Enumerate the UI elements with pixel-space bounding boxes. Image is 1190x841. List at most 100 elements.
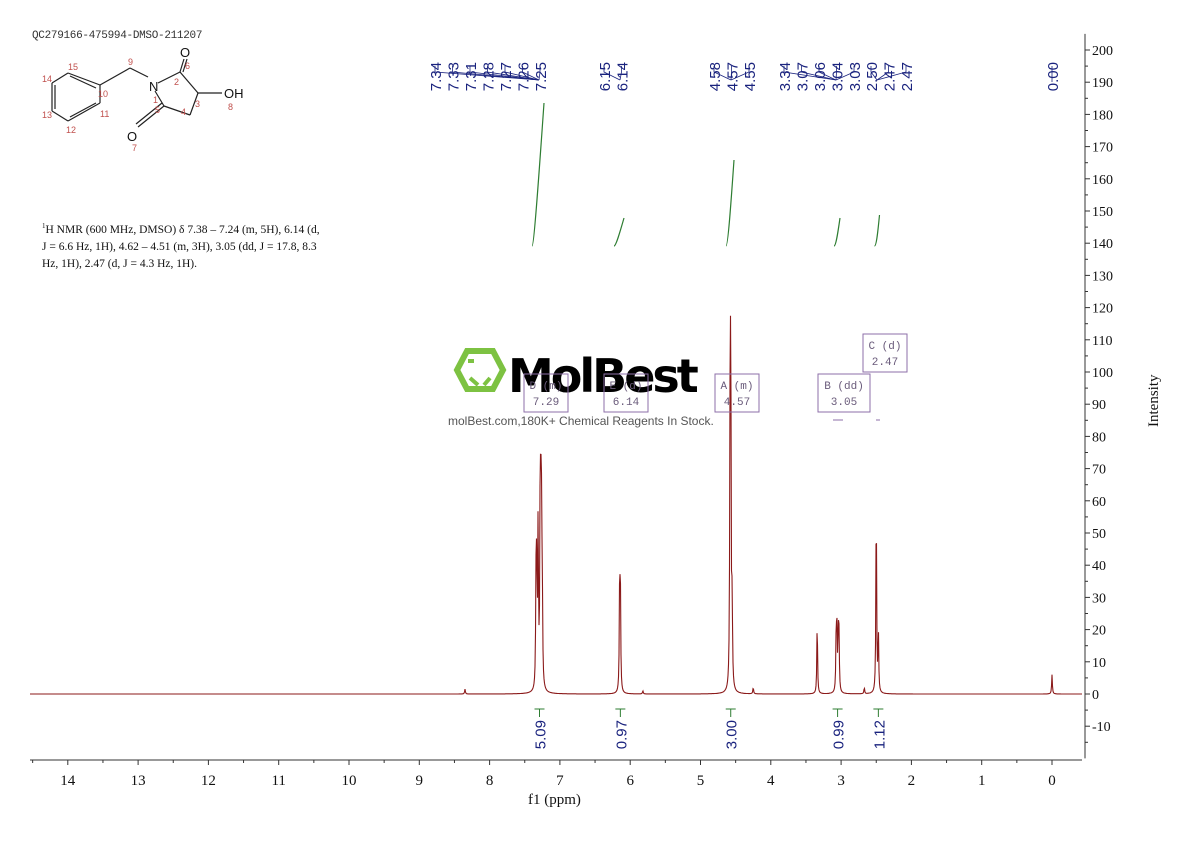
- atom-number: 14: [42, 74, 52, 84]
- peak-shift-label: 7.28: [481, 62, 498, 91]
- atom-number: 11: [100, 109, 109, 119]
- peak-shift-label: 6.14: [615, 62, 632, 91]
- y-tick-label: 10: [1092, 656, 1106, 671]
- x-tick-label: 2: [908, 773, 916, 789]
- atom-number: 7: [132, 143, 137, 153]
- nmr-line-3: Hz, 1H), 2.47 (d, J = 4.3 Hz, 1H).: [42, 257, 198, 270]
- peak-shift-label: 2.47: [899, 62, 916, 91]
- y-tick-label: 30: [1092, 591, 1106, 606]
- peak-shift-label: 7.34: [428, 62, 445, 91]
- integral-value-label: 0.99: [831, 720, 848, 749]
- peak-shift-label: 7.27: [498, 62, 515, 91]
- nmr-description: 1H NMR (600 MHz, DMSO) δ 7.38 – 7.24 (m,…: [42, 218, 362, 273]
- watermark-tagline: molBest.com,180K+ Chemical Reagents In S…: [448, 414, 714, 428]
- atom-number: 5: [155, 105, 160, 115]
- multiplet-shift: 2.47: [872, 357, 898, 369]
- x-tick-label: 10: [342, 773, 357, 789]
- y-tick-label: 50: [1092, 527, 1106, 542]
- atom-number: 9: [128, 57, 133, 67]
- peak-shift-label: 7.26: [516, 62, 533, 91]
- x-tick-label: 12: [201, 773, 216, 789]
- integral-labels: 5.09 0.97 3.00 0.99 1.12: [533, 708, 888, 749]
- y-tick-label: 170: [1092, 141, 1113, 156]
- atom-number: 2: [174, 77, 179, 87]
- y-tick-label: 160: [1092, 173, 1113, 188]
- atom-n: N: [149, 79, 158, 94]
- y-tick-label: 190: [1092, 76, 1113, 91]
- y-tick-label: 140: [1092, 237, 1113, 252]
- peak-shift-label: 6.15: [597, 62, 614, 91]
- atom-number: 13: [42, 110, 52, 120]
- atom-number: 1: [153, 95, 158, 105]
- peak-shift-label: 7.31: [463, 62, 480, 91]
- watermark-brand: MolBest: [508, 349, 698, 403]
- multiplet-shift: 7.29: [533, 397, 559, 409]
- peak-shift-label: 3.34: [777, 62, 794, 91]
- peak-shift-label: 4.58: [707, 62, 724, 91]
- nmr-line-1: H NMR (600 MHz, DMSO) δ 7.38 – 7.24 (m, …: [45, 223, 320, 236]
- peak-shift-label: 3.06: [812, 62, 829, 91]
- x-tick-label: 13: [131, 773, 146, 789]
- atom-oh: OH: [224, 86, 244, 101]
- x-axis: 14 13 12 11 10 9 8 7 6 5 4 3 2 1 0: [30, 759, 1082, 789]
- integral-curves: [531, 102, 881, 247]
- x-tick-label: 6: [626, 773, 634, 789]
- x-axis-label: f1 (ppm): [528, 792, 581, 808]
- peak-shift-label: 3.07: [795, 62, 812, 91]
- multiplet-label: D (m): [529, 381, 562, 393]
- x-tick-label: 1: [978, 773, 986, 789]
- integral-value-label: 0.97: [613, 720, 630, 749]
- peak-shift-label: 2.50: [864, 62, 881, 91]
- atom-number: 10: [98, 89, 108, 99]
- sample-id: QC279166-475994-DMSO-211207: [32, 30, 203, 42]
- peak-labels: 7.34 7.33 7.31 7.28 7.27 7.26 7.25 6.15 6.14 4.58…: [428, 62, 1062, 91]
- x-tick-label: 7: [556, 773, 564, 789]
- y-tick-label: 70: [1092, 463, 1106, 478]
- atom-number: 8: [228, 102, 233, 112]
- multiplet-label: C (d): [868, 341, 901, 353]
- y-tick-label: 150: [1092, 205, 1113, 220]
- y-tick-label: 90: [1092, 398, 1106, 413]
- multiplet-label: B (dd): [824, 381, 864, 393]
- multiplet-shift: 4.57: [724, 397, 750, 409]
- x-tick-label: 3: [837, 773, 845, 789]
- molbest-logo-icon: [453, 348, 507, 392]
- x-tick-label: 5: [697, 773, 705, 789]
- x-tick-label: 8: [486, 773, 494, 789]
- integral-value-label: 3.00: [724, 720, 741, 749]
- atom-number: 4: [181, 107, 186, 117]
- multiplet-shift: 3.05: [831, 397, 857, 409]
- y-tick-label: 200: [1092, 44, 1113, 59]
- x-tick-label: 9: [416, 773, 424, 789]
- peak-shift-label: 0.00: [1045, 62, 1062, 91]
- y-axis-label: Intensity: [1146, 374, 1162, 427]
- y-tick-label: 80: [1092, 430, 1106, 445]
- y-tick-label: 110: [1092, 334, 1112, 349]
- multiplet-label: E (d): [609, 381, 642, 393]
- atom-o-bottom: O: [127, 129, 137, 144]
- x-tick-label: 4: [767, 773, 775, 789]
- multiplet-shift: 6.14: [613, 397, 640, 409]
- y-tick-label: 100: [1092, 366, 1113, 381]
- y-tick-label: 0: [1092, 688, 1099, 703]
- superscript: 1: [42, 222, 46, 230]
- nmr-line-2: J = 6.6 Hz, 1H), 4.62 – 4.51 (m, 3H), 3.…: [42, 240, 317, 253]
- multiplet-label: A (m): [720, 381, 753, 393]
- peak-shift-label: 3.03: [847, 62, 864, 91]
- atom-o-top: O: [180, 45, 190, 60]
- atom-number: 6: [185, 61, 190, 71]
- atom-number: 12: [66, 125, 76, 135]
- peak-shift-label: 7.33: [446, 62, 463, 91]
- x-tick-label: 0: [1048, 773, 1056, 789]
- peak-shift-label: 4.55: [742, 62, 759, 91]
- integral-value-label: 5.09: [533, 720, 550, 749]
- y-tick-label: 20: [1092, 624, 1106, 639]
- y-tick-label: 120: [1092, 302, 1113, 317]
- x-tick-label: 11: [271, 773, 285, 789]
- y-axis: 2001901801701601501401301201101009080706…: [1084, 33, 1113, 759]
- peak-shift-label: 3.04: [830, 62, 847, 91]
- y-tick-label: -10: [1092, 720, 1111, 735]
- x-tick-label: 14: [60, 773, 76, 789]
- atom-number: 15: [68, 62, 78, 72]
